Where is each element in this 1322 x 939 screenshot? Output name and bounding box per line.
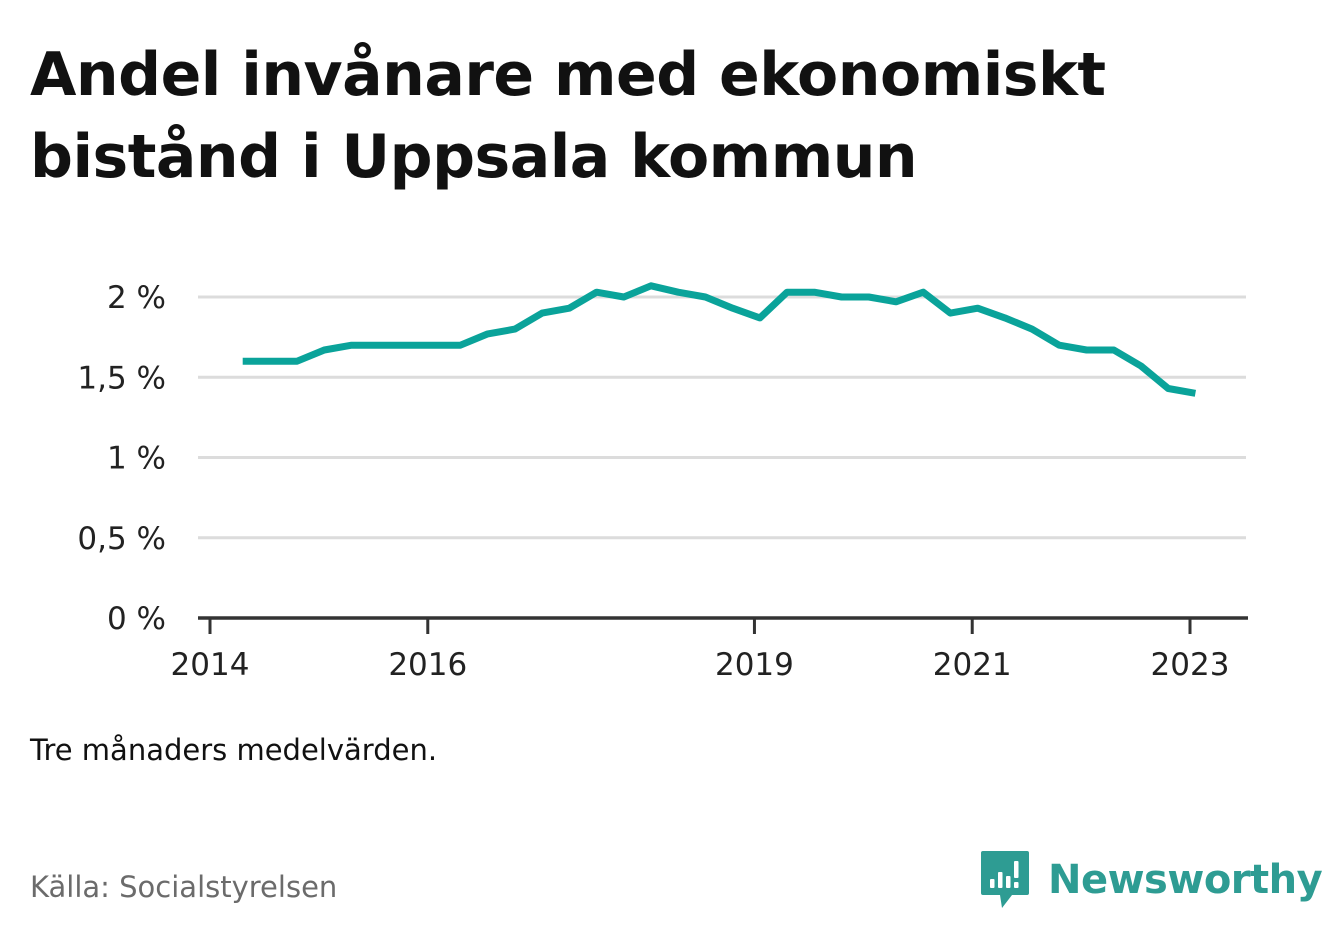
brand-logo[interactable]: Newsworthy (980, 848, 1322, 912)
x-axis-labels: 2014 2016 2019 2021 2023 (171, 647, 1230, 683)
y-axis-labels: 0 % 0,5 % 1 % 1,5 % 2 % (77, 280, 166, 637)
gridlines (198, 295, 1246, 540)
y-tick-label: 0,5 % (77, 521, 166, 557)
line-chart: 0 % 0,5 % 1 % 1,5 % 2 % 2014 2016 2019 2021 2023 (77, 280, 1248, 683)
y-tick-label: 1,5 % (77, 360, 166, 396)
series-lines (242, 282, 1197, 397)
chart-note: Tre månaders medelvärden. (30, 733, 438, 767)
x-tick-label: 2021 (933, 647, 1012, 683)
x-tick-label: 2014 (171, 647, 250, 683)
x-axis (198, 616, 1248, 634)
newsworthy-logo-icon (981, 851, 1029, 908)
source-text: Källa: Socialstyrelsen (30, 870, 338, 904)
chart-title: Andel invånare med ekonomiskt bistånd i … (30, 40, 1106, 192)
x-tick-label: 2016 (388, 647, 467, 683)
y-tick-label: 2 % (107, 280, 166, 316)
x-tick-label: 2019 (715, 647, 794, 683)
series-line (242, 282, 1197, 397)
x-tick-label: 2023 (1151, 647, 1230, 683)
y-tick-label: 0 % (107, 601, 166, 637)
y-tick-label: 1 % (107, 441, 166, 477)
brand-name: Newsworthy (1048, 857, 1322, 903)
